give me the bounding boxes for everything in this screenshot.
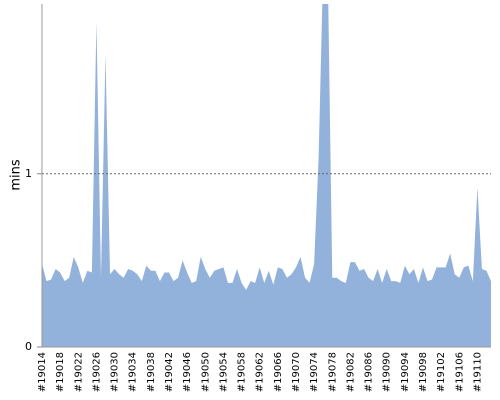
x-tick-label: #19082 [345,352,356,392]
x-tick-label: #19030 [110,352,121,392]
x-tick-label: #19078 [327,352,338,392]
x-tick-label: #19086 [364,352,375,392]
x-tick-label: #19098 [418,352,429,392]
x-tick-label: #19090 [382,352,393,392]
x-tick-label: #19066 [273,352,284,392]
x-tick-label: #19054 [218,352,229,392]
x-tick-label: #19058 [237,352,248,392]
x-tick-label: #19026 [91,352,102,392]
x-tick-label: #19038 [146,352,157,392]
x-tick-label: #19070 [291,352,302,392]
y-tick-label: 0 [25,340,32,353]
x-tick-label: #19106 [454,352,465,392]
x-tick-label: #19046 [182,352,193,392]
area [42,4,491,347]
x-tick-label: #19074 [309,352,320,392]
y-tick-label: 1 [25,167,32,180]
x-tick-label: #19014 [37,352,48,392]
x-tick-label: #19110 [472,352,483,392]
x-tick-label: #19050 [200,352,211,392]
x-tick-label: #19022 [73,352,84,392]
x-tick-label: #19102 [436,352,447,392]
x-tick-label: #19034 [128,352,139,392]
x-tick-label: #19062 [255,352,266,392]
x-tick-label: #19018 [55,352,66,392]
y-axis-label: mins [9,159,24,191]
x-tick-label: #19042 [164,352,175,392]
x-tick-label: #19094 [400,352,411,392]
